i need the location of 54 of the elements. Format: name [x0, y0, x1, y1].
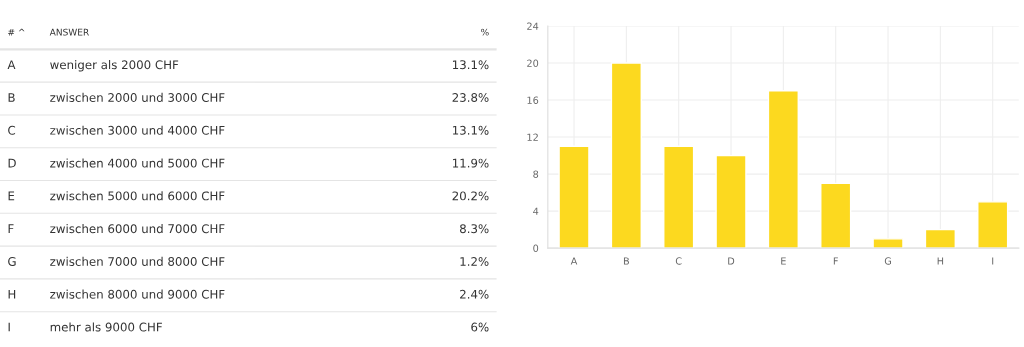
- text: ANSWER: [49, 28, 89, 36]
- text: 1.2%: [460, 257, 489, 266]
- y-tick-label: 8: [533, 170, 539, 178]
- y-tick-label: 0: [533, 244, 539, 252]
- text: zwischen 4000 und 5000 CHF: [50, 158, 225, 168]
- text: 8.3%: [460, 224, 489, 234]
- text: 20.2%: [452, 191, 489, 201]
- text: C: [8, 125, 16, 135]
- y-tick-label: 4: [533, 207, 539, 215]
- text: zwischen 8000 und 9000 CHF: [50, 289, 225, 299]
- y-tick-label: 20: [527, 59, 539, 67]
- text: zwischen 5000 und 6000 CHF: [50, 191, 225, 201]
- text: 2.4%: [460, 289, 489, 299]
- y-tick-label: 24: [527, 22, 539, 30]
- bar: [610, 62, 642, 249]
- text: E: [8, 191, 15, 201]
- bar: [715, 154, 747, 249]
- x-tick-label: I: [992, 257, 994, 265]
- text: 23.8%: [452, 93, 489, 102]
- x-tick-label: D: [728, 257, 735, 265]
- x-tick-label: H: [937, 257, 944, 265]
- text: zwischen 3000 und 4000 CHF: [50, 125, 225, 135]
- text: D: [8, 158, 16, 168]
- x-tick-label: C: [675, 257, 682, 265]
- bar: [663, 145, 695, 249]
- bar: [820, 182, 852, 249]
- text: 13.1%: [452, 60, 489, 70]
- bar: [558, 145, 590, 249]
- text: %: [481, 28, 489, 36]
- text: zwischen 2000 und 3000 CHF: [50, 92, 225, 102]
- text: A: [7, 60, 16, 70]
- text: I: [8, 322, 10, 332]
- text: H: [8, 289, 16, 299]
- x-tick-label: B: [623, 257, 629, 265]
- x-tick-label: F: [833, 257, 838, 265]
- text: 6%: [471, 322, 489, 332]
- text: 13.1%: [452, 125, 489, 135]
- text: B: [8, 93, 15, 102]
- text: zwischen 7000 und 8000 CHF: [50, 256, 225, 266]
- text: # ^: [8, 28, 25, 36]
- bar: [767, 90, 799, 249]
- bar: [977, 201, 1009, 249]
- y-tick-label: 12: [527, 133, 538, 141]
- text: weniger als 2000 CHF: [50, 60, 179, 72]
- bar: [872, 238, 904, 249]
- y-tick-label: 16: [527, 96, 539, 104]
- text: mehr als 9000 CHF: [50, 322, 162, 332]
- text: 11.9%: [452, 158, 489, 168]
- x-tick-label: G: [884, 257, 891, 265]
- text: F: [8, 224, 14, 233]
- text: zwischen 6000 und 7000 CHF: [50, 224, 225, 234]
- bar: [924, 228, 956, 249]
- x-tick-label: A: [570, 257, 578, 265]
- x-tick-label: E: [781, 257, 786, 265]
